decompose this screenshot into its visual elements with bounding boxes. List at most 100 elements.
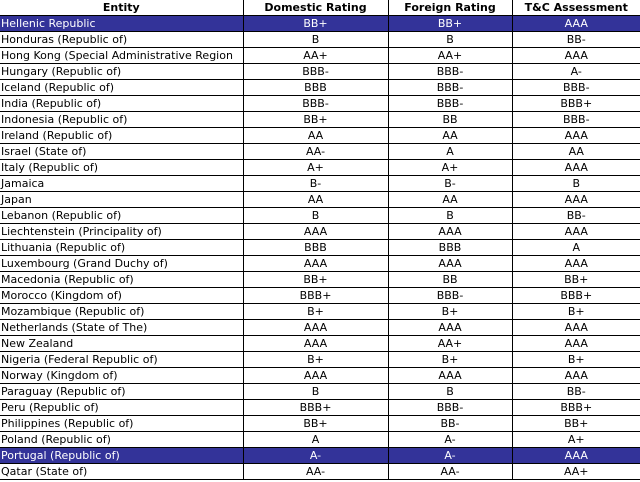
cell-entity[interactable]: Israel (State of) [0,143,244,160]
cell-foreign-rating[interactable]: B+ [388,303,513,320]
cell-foreign-rating[interactable]: AA+ [388,335,513,352]
cell-tc-assessment[interactable]: B+ [512,303,640,320]
cell-tc-assessment[interactable]: BBB+ [512,95,640,112]
cell-tc-assessment[interactable]: AAA [512,319,640,336]
cell-entity[interactable]: Macedonia (Republic of) [0,271,244,288]
table-row[interactable]: Qatar (State of) AA- AA- AA+ [0,463,640,480]
cell-domestic-rating[interactable]: B+ [243,351,389,368]
cell-tc-assessment[interactable]: AAA [512,335,640,352]
cell-foreign-rating[interactable]: B- [388,175,513,192]
cell-foreign-rating[interactable]: B [388,31,513,48]
table-row[interactable]: Honduras (Republic of) B B BB- [0,31,640,48]
cell-entity[interactable]: Iceland (Republic of) [0,79,244,96]
cell-tc-assessment[interactable]: BB- [512,383,640,400]
cell-domestic-rating[interactable]: A [243,431,389,448]
cell-domestic-rating[interactable]: B [243,207,389,224]
cell-foreign-rating[interactable]: B+ [388,351,513,368]
cell-domestic-rating[interactable]: BBB- [243,63,389,80]
cell-entity[interactable]: Hungary (Republic of) [0,63,244,80]
cell-foreign-rating[interactable]: AAA [388,223,513,240]
cell-tc-assessment[interactable]: AAA [512,367,640,384]
cell-tc-assessment[interactable]: AA [512,143,640,160]
table-row[interactable]: Morocco (Kingdom of) BBB+ BBB- BBB+ [0,287,640,304]
cell-domestic-rating[interactable]: B [243,31,389,48]
cell-tc-assessment[interactable]: AAA [512,127,640,144]
cell-domestic-rating[interactable]: BBB+ [243,399,389,416]
cell-tc-assessment[interactable]: BB+ [512,271,640,288]
cell-domestic-rating[interactable]: BBB [243,239,389,256]
cell-entity[interactable]: Ireland (Republic of) [0,127,244,144]
cell-domestic-rating[interactable]: BBB- [243,95,389,112]
cell-entity[interactable]: Portugal (Republic of) [0,447,244,464]
cell-foreign-rating[interactable]: AAA [388,255,513,272]
cell-domestic-rating[interactable]: B+ [243,303,389,320]
cell-foreign-rating[interactable]: BBB [388,239,513,256]
cell-entity[interactable]: Morocco (Kingdom of) [0,287,244,304]
table-row[interactable]: Hong Kong (Special Administrative Region… [0,47,640,64]
cell-tc-assessment[interactable]: BB+ [512,415,640,432]
table-row[interactable]: Nigeria (Federal Republic of) B+ B+ B+ [0,351,640,368]
table-row[interactable]: Israel (State of) AA- A AA [0,143,640,160]
cell-domestic-rating[interactable]: AAA [243,367,389,384]
cell-tc-assessment[interactable]: AAA [512,15,640,32]
cell-entity[interactable]: Hong Kong (Special Administrative Region [0,47,244,64]
cell-tc-assessment[interactable]: BBB+ [512,399,640,416]
table-row[interactable]: Lithuania (Republic of) BBB BBB A [0,239,640,256]
cell-foreign-rating[interactable]: B [388,383,513,400]
cell-tc-assessment[interactable]: BBB- [512,111,640,128]
table-row[interactable]: Iceland (Republic of) BBB BBB- BBB- [0,79,640,96]
cell-entity[interactable]: Liechtenstein (Principality of) [0,223,244,240]
table-row[interactable]: Hellenic Republic BB+ BB+ AAA [0,15,640,32]
cell-entity[interactable]: Qatar (State of) [0,463,244,480]
table-row[interactable]: Portugal (Republic of) A- A- AAA [0,447,640,464]
cell-foreign-rating[interactable]: AAA [388,367,513,384]
table-row[interactable]: Mozambique (Republic of) B+ B+ B+ [0,303,640,320]
cell-domestic-rating[interactable]: AAA [243,223,389,240]
cell-foreign-rating[interactable]: BBB- [388,79,513,96]
cell-entity[interactable]: Jamaica [0,175,244,192]
cell-domestic-rating[interactable]: AA+ [243,47,389,64]
cell-tc-assessment[interactable]: AAA [512,223,640,240]
cell-tc-assessment[interactable]: BB- [512,207,640,224]
cell-entity[interactable]: Nigeria (Federal Republic of) [0,351,244,368]
cell-domestic-rating[interactable]: BBB+ [243,287,389,304]
cell-domestic-rating[interactable]: AA [243,191,389,208]
cell-tc-assessment[interactable]: AAA [512,191,640,208]
column-header-entity[interactable]: Entity [0,0,244,16]
cell-entity[interactable]: Netherlands (State of The) [0,319,244,336]
cell-foreign-rating[interactable]: AAA [388,319,513,336]
cell-foreign-rating[interactable]: A+ [388,159,513,176]
cell-entity[interactable]: India (Republic of) [0,95,244,112]
column-header-domestic-rating[interactable]: Domestic Rating [243,0,389,16]
cell-entity[interactable]: Philippines (Republic of) [0,415,244,432]
cell-domestic-rating[interactable]: BBB [243,79,389,96]
cell-domestic-rating[interactable]: BB+ [243,15,389,32]
column-header-tc-assessment[interactable]: T&C Assessment [512,0,640,16]
cell-foreign-rating[interactable]: BBB- [388,399,513,416]
cell-tc-assessment[interactable]: BBB- [512,79,640,96]
cell-domestic-rating[interactable]: BB+ [243,415,389,432]
cell-entity[interactable]: Lithuania (Republic of) [0,239,244,256]
cell-foreign-rating[interactable]: BB [388,271,513,288]
table-row[interactable]: Lebanon (Republic of) B B BB- [0,207,640,224]
table-row[interactable]: Hungary (Republic of) BBB- BBB- A- [0,63,640,80]
cell-tc-assessment[interactable]: BBB+ [512,287,640,304]
table-row[interactable]: Poland (Republic of) A A- A+ [0,431,640,448]
cell-entity[interactable]: Paraguay (Republic of) [0,383,244,400]
cell-foreign-rating[interactable]: AA+ [388,47,513,64]
table-row[interactable]: New Zealand AAA AA+ AAA [0,335,640,352]
table-row[interactable]: Netherlands (State of The) AAA AAA AAA [0,319,640,336]
cell-entity[interactable]: Honduras (Republic of) [0,31,244,48]
cell-entity[interactable]: Hellenic Republic [0,15,244,32]
column-header-foreign-rating[interactable]: Foreign Rating [388,0,513,16]
cell-tc-assessment[interactable]: A- [512,63,640,80]
table-row[interactable]: Peru (Republic of) BBB+ BBB- BBB+ [0,399,640,416]
cell-tc-assessment[interactable]: AAA [512,47,640,64]
table-row[interactable]: Indonesia (Republic of) BB+ BB BBB- [0,111,640,128]
table-row[interactable]: Luxembourg (Grand Duchy of) AAA AAA AAA [0,255,640,272]
cell-foreign-rating[interactable]: BBB- [388,95,513,112]
table-row[interactable]: Jamaica B- B- B [0,175,640,192]
cell-domestic-rating[interactable]: B- [243,175,389,192]
table-row[interactable]: Philippines (Republic of) BB+ BB- BB+ [0,415,640,432]
cell-tc-assessment[interactable]: AAA [512,447,640,464]
